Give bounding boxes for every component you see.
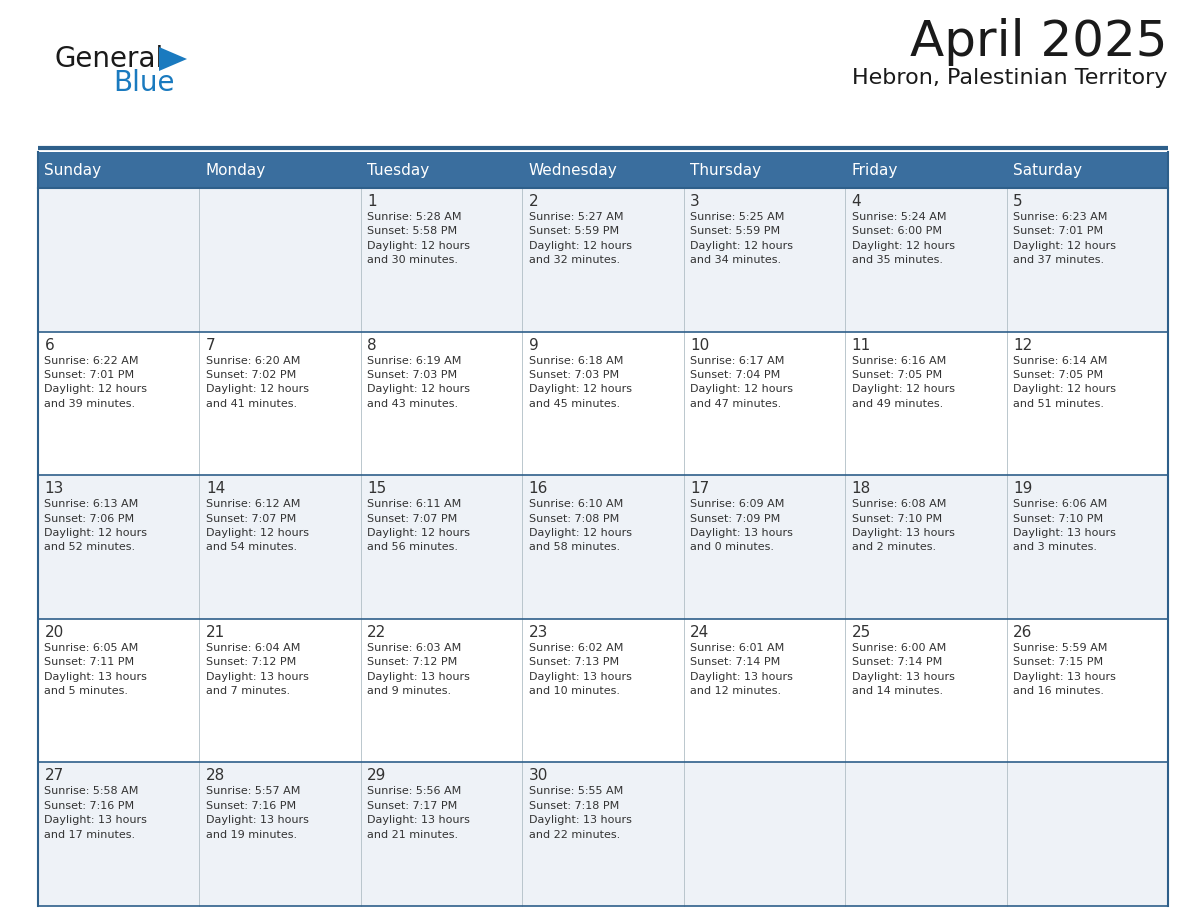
Bar [38,152,200,188]
Bar [523,152,684,188]
Text: Saturday: Saturday [1013,162,1082,177]
Bar [38,619,1168,763]
Text: 19: 19 [1013,481,1032,497]
Text: Sunrise: 6:18 AM
Sunset: 7:03 PM
Daylight: 12 hours
and 45 minutes.: Sunrise: 6:18 AM Sunset: 7:03 PM Dayligh… [529,355,632,409]
Text: Sunrise: 6:14 AM
Sunset: 7:05 PM
Daylight: 12 hours
and 51 minutes.: Sunrise: 6:14 AM Sunset: 7:05 PM Dayligh… [1013,355,1116,409]
Text: Sunday: Sunday [44,162,102,177]
Text: Blue: Blue [113,69,175,97]
Text: 11: 11 [852,338,871,353]
Text: Sunrise: 5:59 AM
Sunset: 7:15 PM
Daylight: 13 hours
and 16 minutes.: Sunrise: 5:59 AM Sunset: 7:15 PM Dayligh… [1013,643,1116,696]
Text: 22: 22 [367,625,386,640]
Text: Monday: Monday [206,162,266,177]
Text: Sunrise: 5:24 AM
Sunset: 6:00 PM
Daylight: 12 hours
and 35 minutes.: Sunrise: 5:24 AM Sunset: 6:00 PM Dayligh… [852,212,955,265]
Text: 5: 5 [1013,194,1023,209]
Bar [1006,152,1168,188]
Text: 7: 7 [206,338,215,353]
Text: 23: 23 [529,625,548,640]
Text: 8: 8 [367,338,377,353]
Text: Sunrise: 5:55 AM
Sunset: 7:18 PM
Daylight: 13 hours
and 22 minutes.: Sunrise: 5:55 AM Sunset: 7:18 PM Dayligh… [529,787,632,840]
Bar [361,152,523,188]
Text: 26: 26 [1013,625,1032,640]
Bar [38,476,1168,619]
Text: 28: 28 [206,768,226,783]
Text: 13: 13 [44,481,64,497]
Text: 4: 4 [852,194,861,209]
Text: 27: 27 [44,768,64,783]
Text: 3: 3 [690,194,700,209]
Text: Sunrise: 6:00 AM
Sunset: 7:14 PM
Daylight: 13 hours
and 14 minutes.: Sunrise: 6:00 AM Sunset: 7:14 PM Dayligh… [852,643,954,696]
Text: 10: 10 [690,338,709,353]
Text: General: General [55,45,164,73]
Text: Sunrise: 6:11 AM
Sunset: 7:07 PM
Daylight: 12 hours
and 56 minutes.: Sunrise: 6:11 AM Sunset: 7:07 PM Dayligh… [367,499,470,553]
Text: 30: 30 [529,768,548,783]
Text: 20: 20 [44,625,64,640]
Text: Friday: Friday [852,162,898,177]
Bar [200,152,361,188]
Text: Sunrise: 5:57 AM
Sunset: 7:16 PM
Daylight: 13 hours
and 19 minutes.: Sunrise: 5:57 AM Sunset: 7:16 PM Dayligh… [206,787,309,840]
Text: Sunrise: 6:06 AM
Sunset: 7:10 PM
Daylight: 13 hours
and 3 minutes.: Sunrise: 6:06 AM Sunset: 7:10 PM Dayligh… [1013,499,1116,553]
Text: 21: 21 [206,625,226,640]
Text: 25: 25 [852,625,871,640]
Text: Sunrise: 6:02 AM
Sunset: 7:13 PM
Daylight: 13 hours
and 10 minutes.: Sunrise: 6:02 AM Sunset: 7:13 PM Dayligh… [529,643,632,696]
Text: Sunrise: 6:23 AM
Sunset: 7:01 PM
Daylight: 12 hours
and 37 minutes.: Sunrise: 6:23 AM Sunset: 7:01 PM Dayligh… [1013,212,1116,265]
Text: 1: 1 [367,194,377,209]
Text: Sunrise: 6:22 AM
Sunset: 7:01 PM
Daylight: 12 hours
and 39 minutes.: Sunrise: 6:22 AM Sunset: 7:01 PM Dayligh… [44,355,147,409]
Text: Sunrise: 6:13 AM
Sunset: 7:06 PM
Daylight: 12 hours
and 52 minutes.: Sunrise: 6:13 AM Sunset: 7:06 PM Dayligh… [44,499,147,553]
Text: 15: 15 [367,481,386,497]
Text: 2: 2 [529,194,538,209]
Text: Sunrise: 6:04 AM
Sunset: 7:12 PM
Daylight: 13 hours
and 7 minutes.: Sunrise: 6:04 AM Sunset: 7:12 PM Dayligh… [206,643,309,696]
Bar [684,152,845,188]
Text: Sunrise: 6:19 AM
Sunset: 7:03 PM
Daylight: 12 hours
and 43 minutes.: Sunrise: 6:19 AM Sunset: 7:03 PM Dayligh… [367,355,470,409]
Bar [38,188,1168,331]
Text: Sunrise: 5:56 AM
Sunset: 7:17 PM
Daylight: 13 hours
and 21 minutes.: Sunrise: 5:56 AM Sunset: 7:17 PM Dayligh… [367,787,470,840]
Text: Sunrise: 6:17 AM
Sunset: 7:04 PM
Daylight: 12 hours
and 47 minutes.: Sunrise: 6:17 AM Sunset: 7:04 PM Dayligh… [690,355,794,409]
Text: Thursday: Thursday [690,162,762,177]
Text: April 2025: April 2025 [910,18,1168,66]
Text: 16: 16 [529,481,548,497]
Text: Sunrise: 6:01 AM
Sunset: 7:14 PM
Daylight: 13 hours
and 12 minutes.: Sunrise: 6:01 AM Sunset: 7:14 PM Dayligh… [690,643,794,696]
Text: Hebron, Palestinian Territory: Hebron, Palestinian Territory [853,68,1168,88]
Bar [38,331,1168,476]
Text: 18: 18 [852,481,871,497]
Text: 17: 17 [690,481,709,497]
Text: Sunrise: 6:09 AM
Sunset: 7:09 PM
Daylight: 13 hours
and 0 minutes.: Sunrise: 6:09 AM Sunset: 7:09 PM Dayligh… [690,499,794,553]
Text: 24: 24 [690,625,709,640]
Text: 9: 9 [529,338,538,353]
Bar [845,152,1006,188]
Text: Sunrise: 5:58 AM
Sunset: 7:16 PM
Daylight: 13 hours
and 17 minutes.: Sunrise: 5:58 AM Sunset: 7:16 PM Dayligh… [44,787,147,840]
Polygon shape [159,47,187,71]
Text: Sunrise: 6:16 AM
Sunset: 7:05 PM
Daylight: 12 hours
and 49 minutes.: Sunrise: 6:16 AM Sunset: 7:05 PM Dayligh… [852,355,955,409]
Text: 14: 14 [206,481,226,497]
Text: Sunrise: 6:20 AM
Sunset: 7:02 PM
Daylight: 12 hours
and 41 minutes.: Sunrise: 6:20 AM Sunset: 7:02 PM Dayligh… [206,355,309,409]
Text: 6: 6 [44,338,55,353]
Text: 29: 29 [367,768,386,783]
Text: 12: 12 [1013,338,1032,353]
Text: Sunrise: 6:10 AM
Sunset: 7:08 PM
Daylight: 12 hours
and 58 minutes.: Sunrise: 6:10 AM Sunset: 7:08 PM Dayligh… [529,499,632,553]
Text: Sunrise: 6:05 AM
Sunset: 7:11 PM
Daylight: 13 hours
and 5 minutes.: Sunrise: 6:05 AM Sunset: 7:11 PM Dayligh… [44,643,147,696]
Text: Sunrise: 6:12 AM
Sunset: 7:07 PM
Daylight: 12 hours
and 54 minutes.: Sunrise: 6:12 AM Sunset: 7:07 PM Dayligh… [206,499,309,553]
Text: Sunrise: 5:28 AM
Sunset: 5:58 PM
Daylight: 12 hours
and 30 minutes.: Sunrise: 5:28 AM Sunset: 5:58 PM Dayligh… [367,212,470,265]
Bar [38,763,1168,906]
Text: Sunrise: 5:25 AM
Sunset: 5:59 PM
Daylight: 12 hours
and 34 minutes.: Sunrise: 5:25 AM Sunset: 5:59 PM Dayligh… [690,212,794,265]
Text: Wednesday: Wednesday [529,162,618,177]
Text: Sunrise: 5:27 AM
Sunset: 5:59 PM
Daylight: 12 hours
and 32 minutes.: Sunrise: 5:27 AM Sunset: 5:59 PM Dayligh… [529,212,632,265]
Text: Tuesday: Tuesday [367,162,430,177]
Text: Sunrise: 6:03 AM
Sunset: 7:12 PM
Daylight: 13 hours
and 9 minutes.: Sunrise: 6:03 AM Sunset: 7:12 PM Dayligh… [367,643,470,696]
Text: Sunrise: 6:08 AM
Sunset: 7:10 PM
Daylight: 13 hours
and 2 minutes.: Sunrise: 6:08 AM Sunset: 7:10 PM Dayligh… [852,499,954,553]
